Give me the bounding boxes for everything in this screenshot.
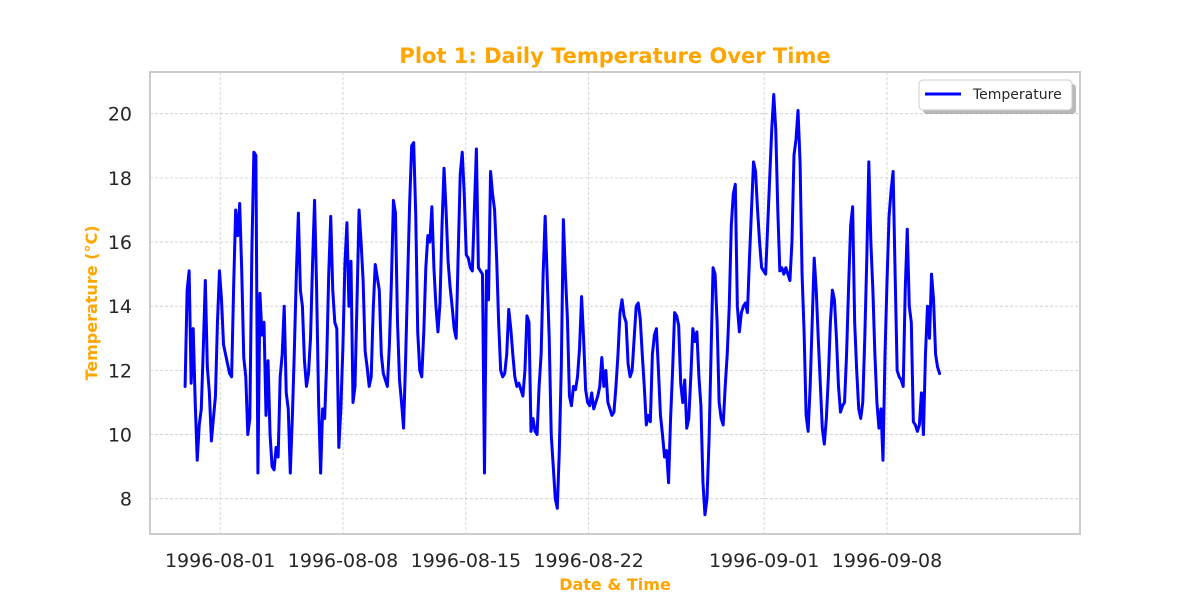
x-axis-label: Date & Time — [559, 575, 671, 594]
y-axis-label: Temperature (°C) — [82, 225, 101, 380]
y-tick-label: 10 — [108, 425, 132, 447]
y-tick-label: 20 — [108, 104, 132, 126]
x-tick-label: 1996-08-08 — [288, 550, 398, 572]
x-axis-ticks: 1996-08-01 1996-08-08 1996-08-15 1996-08-22… — [165, 550, 942, 572]
x-tick-label: 1996-09-08 — [832, 550, 942, 572]
y-tick-label: 18 — [108, 168, 132, 190]
y-axis-ticks: 8 10 12 14 16 18 20 — [108, 104, 132, 511]
x-tick-label: 1996-08-01 — [165, 550, 275, 572]
series-layer — [183, 92, 942, 517]
y-tick-label: 8 — [120, 489, 132, 511]
x-tick-label: 1996-08-15 — [411, 550, 521, 572]
legend[interactable]: Temperature — [918, 79, 1076, 114]
x-tick-label: 1996-09-01 — [709, 550, 819, 572]
legend-box — [918, 79, 1073, 111]
legend-label: Temperature — [972, 87, 1062, 103]
temperature-series-line — [183, 92, 942, 517]
y-tick-label: 12 — [108, 360, 132, 382]
chart-title: Plot 1: Daily Temperature Over Time — [399, 44, 830, 68]
plot-frame — [149, 71, 1081, 535]
y-tick-label: 14 — [108, 296, 132, 318]
x-tick-label: 1996-08-22 — [533, 550, 643, 572]
y-tick-label: 16 — [108, 232, 132, 254]
